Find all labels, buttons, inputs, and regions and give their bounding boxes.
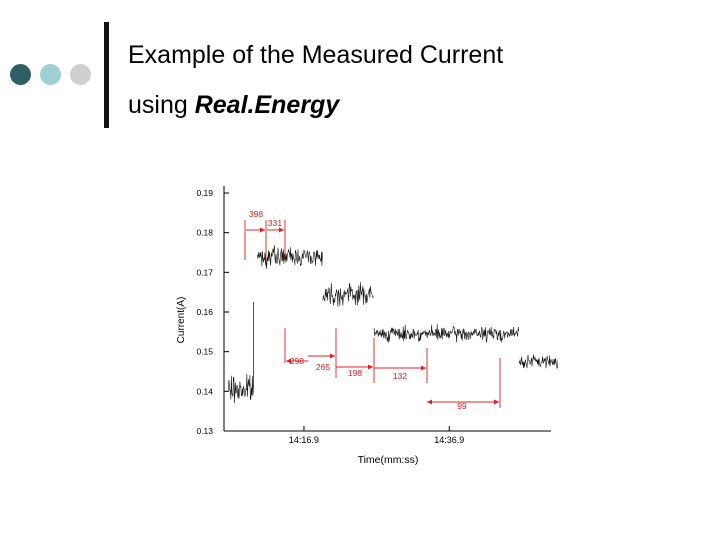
- x-ticks: 14:16.914:36.914:56.915:16.9: [289, 426, 464, 445]
- current-measurement-chart: 0.19 0.18 0.17 0.16 0.15 0.14 0.13 14:16.9 14:3…: [176, 186, 558, 466]
- annotation-label: 265: [316, 362, 330, 372]
- current-trace: [373, 324, 519, 343]
- annotation-arrowhead: [286, 358, 291, 364]
- annotation-label: 99: [457, 401, 467, 411]
- title-line-1: Example of the Measured Current: [128, 41, 504, 69]
- y-tick-label: 0.19: [196, 188, 213, 198]
- gray-dot: [70, 64, 91, 85]
- y-tick-label: 0.16: [196, 307, 213, 317]
- annotation-label: 198: [348, 368, 362, 378]
- x-tick-label: 14:16.9: [289, 435, 319, 445]
- title-line-2-prefix: using: [128, 91, 195, 119]
- annotation-arrowhead: [368, 364, 373, 370]
- current-trace: [322, 282, 374, 307]
- annotation-arrowhead: [494, 399, 499, 405]
- annotation-arrowhead: [279, 227, 284, 233]
- annotation-label: 132: [393, 371, 407, 381]
- annotation-arrowhead: [427, 399, 432, 405]
- annotation-arrowhead: [260, 227, 265, 233]
- x-tick-label: 14:36.9: [434, 435, 464, 445]
- title-line-2: using Real.Energy: [128, 80, 503, 130]
- y-ticks: 0.19 0.18 0.17 0.16 0.15 0.14 0.13: [196, 188, 229, 436]
- y-axis-label: Current(A): [176, 297, 187, 344]
- slide-title: Example of the Measured Current using Re…: [128, 30, 503, 130]
- annotation-label: 398: [249, 209, 263, 219]
- annotation-label: 298: [290, 356, 304, 366]
- annotation-arrowhead: [330, 353, 335, 359]
- bullet-dots: [10, 64, 94, 86]
- y-tick-label: 0.18: [196, 228, 213, 238]
- y-tick-label: 0.13: [196, 426, 213, 436]
- current-trace: [257, 245, 323, 269]
- y-tick-label: 0.15: [196, 347, 213, 357]
- current-trace: [518, 354, 558, 369]
- axes: [223, 186, 551, 432]
- title-line-2-emphasis: Real.Energy: [194, 91, 340, 119]
- y-tick-label: 0.17: [196, 267, 213, 277]
- x-axis-label: Time(mm:ss): [358, 454, 419, 466]
- annotation-label: 331: [268, 218, 282, 228]
- current-trace: [228, 374, 254, 403]
- annotations: 398 331 298 265 198 132 99: [244, 209, 501, 411]
- dark-teal-dot: [10, 64, 31, 85]
- light-teal-dot: [40, 64, 61, 85]
- annotation-arrowhead: [421, 365, 426, 371]
- series: [228, 245, 558, 403]
- title-divider-bar: [104, 22, 109, 128]
- y-tick-label: 0.14: [196, 386, 213, 396]
